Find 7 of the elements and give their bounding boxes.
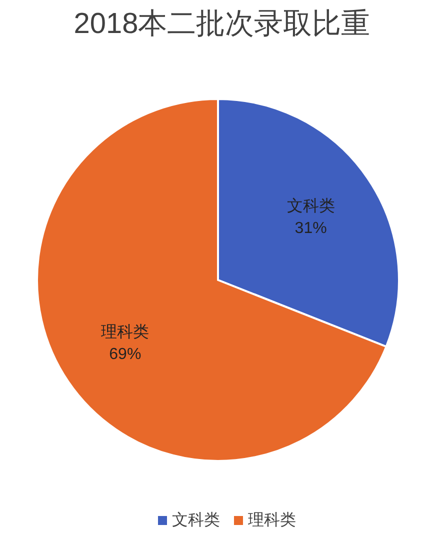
legend-label: 文科类	[172, 511, 220, 529]
slice-label: 理科类	[101, 323, 150, 342]
legend-label: 理科类	[248, 511, 296, 529]
data-label: 31%	[294, 220, 327, 237]
slice-label: 文科类	[286, 196, 335, 215]
chart-title: 2018本二批次录取比重	[74, 8, 370, 40]
data-label: 69%	[109, 346, 142, 364]
